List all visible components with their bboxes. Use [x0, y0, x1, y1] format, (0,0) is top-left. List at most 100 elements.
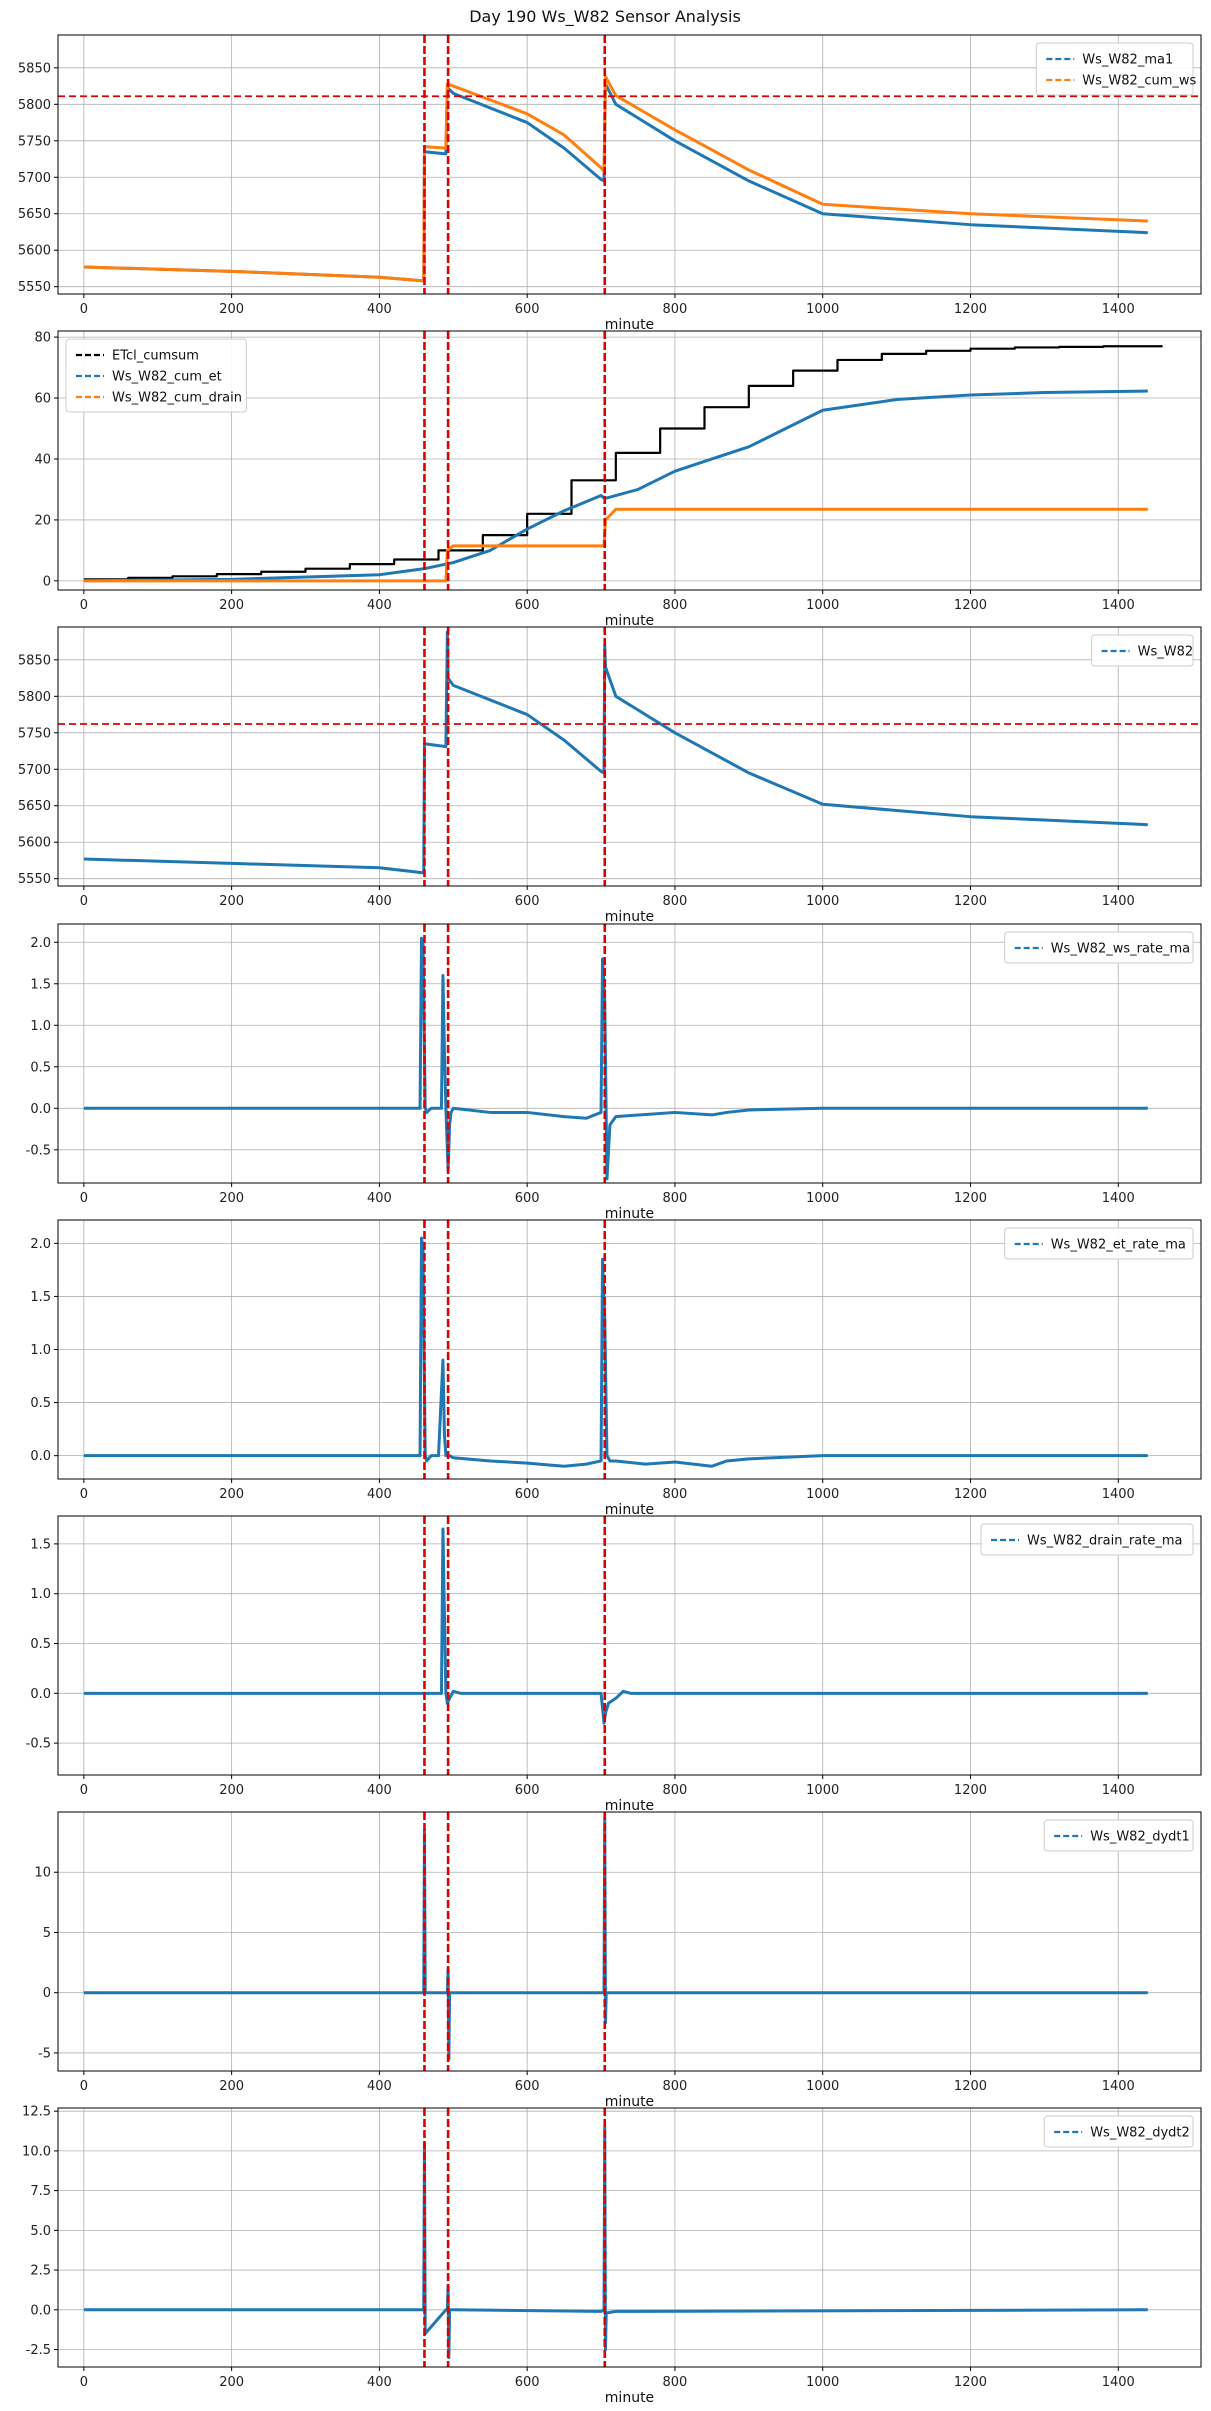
x-axis-label: minute [605, 1798, 654, 1814]
x-tick-label: 600 [515, 1487, 540, 1502]
y-tick-label: 1.5 [30, 977, 51, 992]
y-tick-label: 0.0 [30, 1687, 51, 1702]
legend: Ws_W82 [1091, 634, 1194, 667]
panel-dydt2: 0 200 400 600 800 1000 1200 1400 -2.5 0.0 2.5 5.0 7.… [22, 2105, 1202, 2406]
y-tick-label: 2.0 [30, 1237, 51, 1252]
x-tick-label: 0 [80, 2375, 88, 2390]
x-axis-label: minute [605, 909, 654, 925]
x-tick-label: 1000 [806, 1487, 839, 1502]
x-tick-label: 1000 [806, 2079, 839, 2094]
x-tick-label: 800 [663, 2079, 688, 2094]
x-tick-label: 800 [663, 1783, 688, 1798]
x-tick-label: 200 [219, 1191, 244, 1206]
x-axis-label: minute [605, 1206, 654, 1222]
y-tick-label: 0.5 [30, 1396, 51, 1411]
series-line-Ws_W82_cum_drain [83, 507, 1148, 583]
x-tick-label: 1200 [954, 894, 987, 909]
y-tick-label: 2.5 [30, 2264, 51, 2279]
panel-cum-ws: 0 200 400 600 800 1000 1200 1400 5550 5600 5650 570… [18, 34, 1202, 333]
series-line-Ws_W82_cum_et [83, 389, 1148, 583]
axes-frame [57, 923, 1202, 1184]
x-axis-label: minute [605, 1502, 654, 1518]
x-tick-label: 1200 [954, 2375, 987, 2390]
legend: Ws_W82_et_rate_ma [1004, 1227, 1194, 1260]
legend: Ws_W82_ws_rate_ma [1004, 931, 1194, 964]
y-tick-label: 0.5 [30, 1637, 51, 1652]
y-tick-label: 60 [34, 392, 51, 407]
legend-label: Ws_W82_cum_drain [112, 391, 242, 406]
x-tick-label: 1400 [1102, 1783, 1135, 1798]
x-tick-label: 800 [663, 1191, 688, 1206]
y-tick-label: 5550 [18, 280, 51, 295]
y-tick-label: 0 [43, 1986, 51, 2001]
legend-label: Ws_W82_dydt1 [1090, 1830, 1190, 1845]
x-tick-label: 800 [663, 894, 688, 909]
y-tick-label: 5750 [18, 134, 51, 149]
x-tick-label: 1200 [954, 2079, 987, 2094]
y-tick-label: 5850 [18, 653, 51, 668]
series-line-Ws_W82_drain_rate_ma [83, 1527, 1148, 1725]
legend-label: Ws_W82_dydt2 [1090, 2126, 1190, 2141]
y-tick-label: 5700 [18, 171, 51, 186]
plot-area [83, 331, 1163, 590]
y-tick-label: 1.5 [30, 1537, 51, 1552]
legend-box [1035, 42, 1194, 96]
y-tick-label: 7.5 [30, 2184, 51, 2199]
legend: Ws_W82_dydt1 [1043, 1819, 1194, 1852]
x-tick-label: 1200 [954, 1487, 987, 1502]
y-tick-label: 1.0 [30, 1343, 51, 1358]
y-tick-label: 0.0 [30, 2303, 51, 2318]
panel-cumsum: 0 200 400 600 800 1000 1200 1400 0 20 40 60 80 minute… [34, 330, 1202, 629]
y-tick-label: 5 [43, 1926, 51, 1941]
x-tick-label: 800 [663, 302, 688, 317]
axes-frame [57, 34, 1202, 295]
legend-label: Ws_W82_et_rate_ma [1051, 1238, 1186, 1253]
y-tick-label: 2.0 [30, 936, 51, 951]
y-tick-label: 12.5 [22, 2105, 51, 2120]
legend-box [1004, 931, 1194, 964]
y-tick-label: -0.5 [26, 1143, 51, 1158]
legend-label: Ws_W82_cum_ws [1082, 74, 1196, 89]
legend: Ws_W82_ma1 Ws_W82_cum_ws [1035, 42, 1197, 96]
x-tick-label: 600 [515, 1783, 540, 1798]
axes-frame [57, 1811, 1202, 2072]
x-tick-label: 1400 [1102, 894, 1135, 909]
legend-box [1043, 1819, 1194, 1852]
legend-label: ETcl_cumsum [112, 349, 199, 364]
y-tick-label: 20 [34, 513, 51, 528]
series-line-Ws_W82_ws_rate_ma [83, 936, 1148, 1181]
plot-area [83, 2108, 1148, 2367]
plot-area [83, 1220, 1148, 1479]
legend-box [1004, 1227, 1194, 1260]
y-tick-label: 5650 [18, 207, 51, 222]
legend-label: Ws_W82_ma1 [1082, 53, 1173, 68]
y-tick-label: 40 [34, 452, 51, 467]
axes-frame [57, 2107, 1202, 2368]
axes-frame [57, 330, 1202, 591]
x-tick-label: 400 [367, 1487, 392, 1502]
x-tick-label: 600 [515, 894, 540, 909]
panel-ws: 0 200 400 600 800 1000 1200 1400 5550 5600 5650 570… [18, 626, 1202, 925]
y-tick-label: 5800 [18, 98, 51, 113]
x-tick-label: 600 [515, 2375, 540, 2390]
x-axis-label: minute [605, 317, 654, 333]
x-tick-label: 1000 [806, 1191, 839, 1206]
x-tick-label: 0 [80, 302, 88, 317]
legend-box [1043, 2115, 1194, 2148]
y-tick-label: 0.0 [30, 1102, 51, 1117]
x-tick-label: 200 [219, 1487, 244, 1502]
y-tick-label: 5850 [18, 61, 51, 76]
legend-box [980, 1523, 1194, 1556]
x-axis-label: minute [605, 2094, 654, 2110]
x-tick-label: 1400 [1102, 2375, 1135, 2390]
x-tick-label: 600 [515, 1191, 540, 1206]
x-tick-label: 800 [663, 2375, 688, 2390]
x-tick-label: 600 [515, 2079, 540, 2094]
y-tick-label: 0.5 [30, 1060, 51, 1075]
y-tick-label: -5 [38, 2046, 51, 2061]
x-tick-label: 400 [367, 894, 392, 909]
y-tick-label: 1.0 [30, 1587, 51, 1602]
x-tick-label: 800 [663, 1487, 688, 1502]
plot-area [83, 924, 1148, 1183]
x-tick-label: 1000 [806, 302, 839, 317]
